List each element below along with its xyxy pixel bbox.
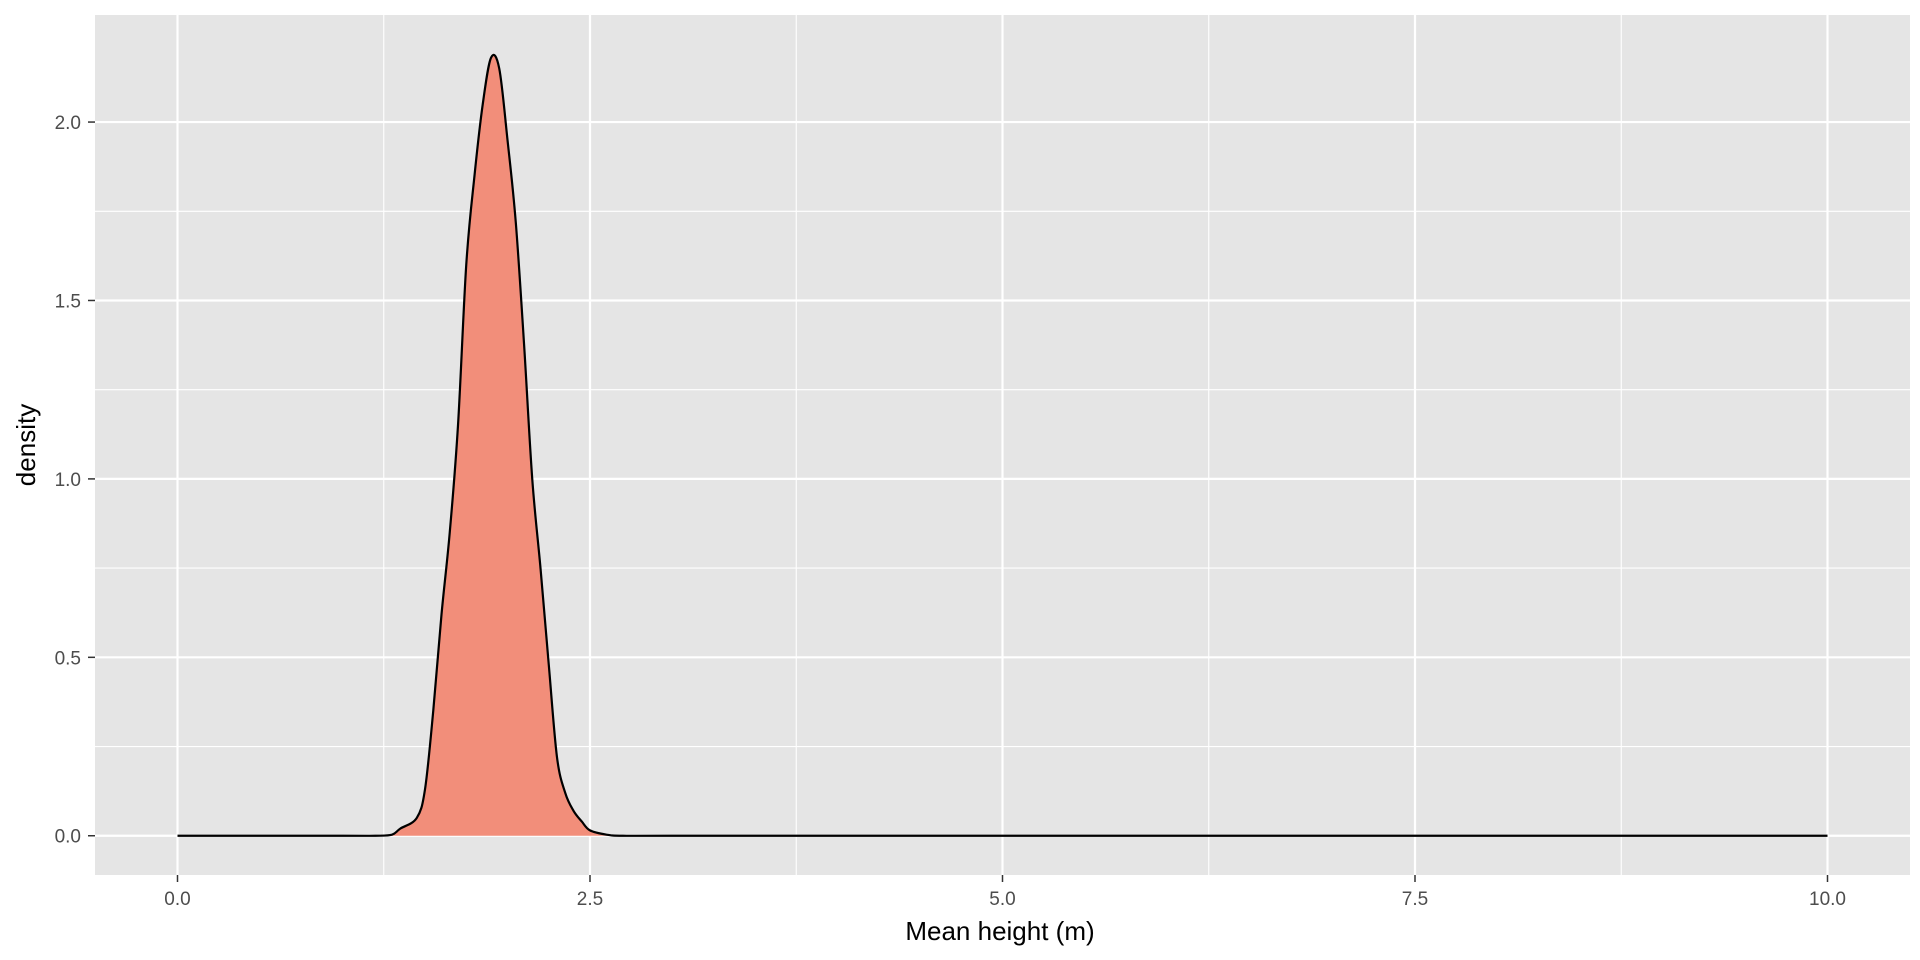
x-axis-title: Mean height (m) — [905, 916, 1094, 946]
y-tick-label: 1.0 — [55, 470, 81, 491]
y-axis: 0.0 0.5 1.0 1.5 2.0 — [55, 113, 95, 848]
x-tick-label: 5.0 — [989, 889, 1015, 910]
x-tick-label: 10.0 — [1809, 889, 1846, 910]
y-tick-label: 0.5 — [55, 648, 81, 669]
density-line — [177, 53, 1828, 837]
y-tick-label: 1.5 — [55, 291, 81, 312]
x-axis: 0.0 2.5 5.0 7.5 10.0 — [164, 875, 1846, 910]
density-area — [177, 54, 1828, 836]
y-tick-label: 0.0 — [55, 827, 81, 848]
x-tick-label: 0.0 — [164, 889, 190, 910]
y-axis-title: density — [11, 404, 41, 486]
x-tick-label: 2.5 — [577, 889, 603, 910]
x-tick-label: 7.5 — [1402, 889, 1428, 910]
y-tick-label: 2.0 — [55, 113, 81, 134]
